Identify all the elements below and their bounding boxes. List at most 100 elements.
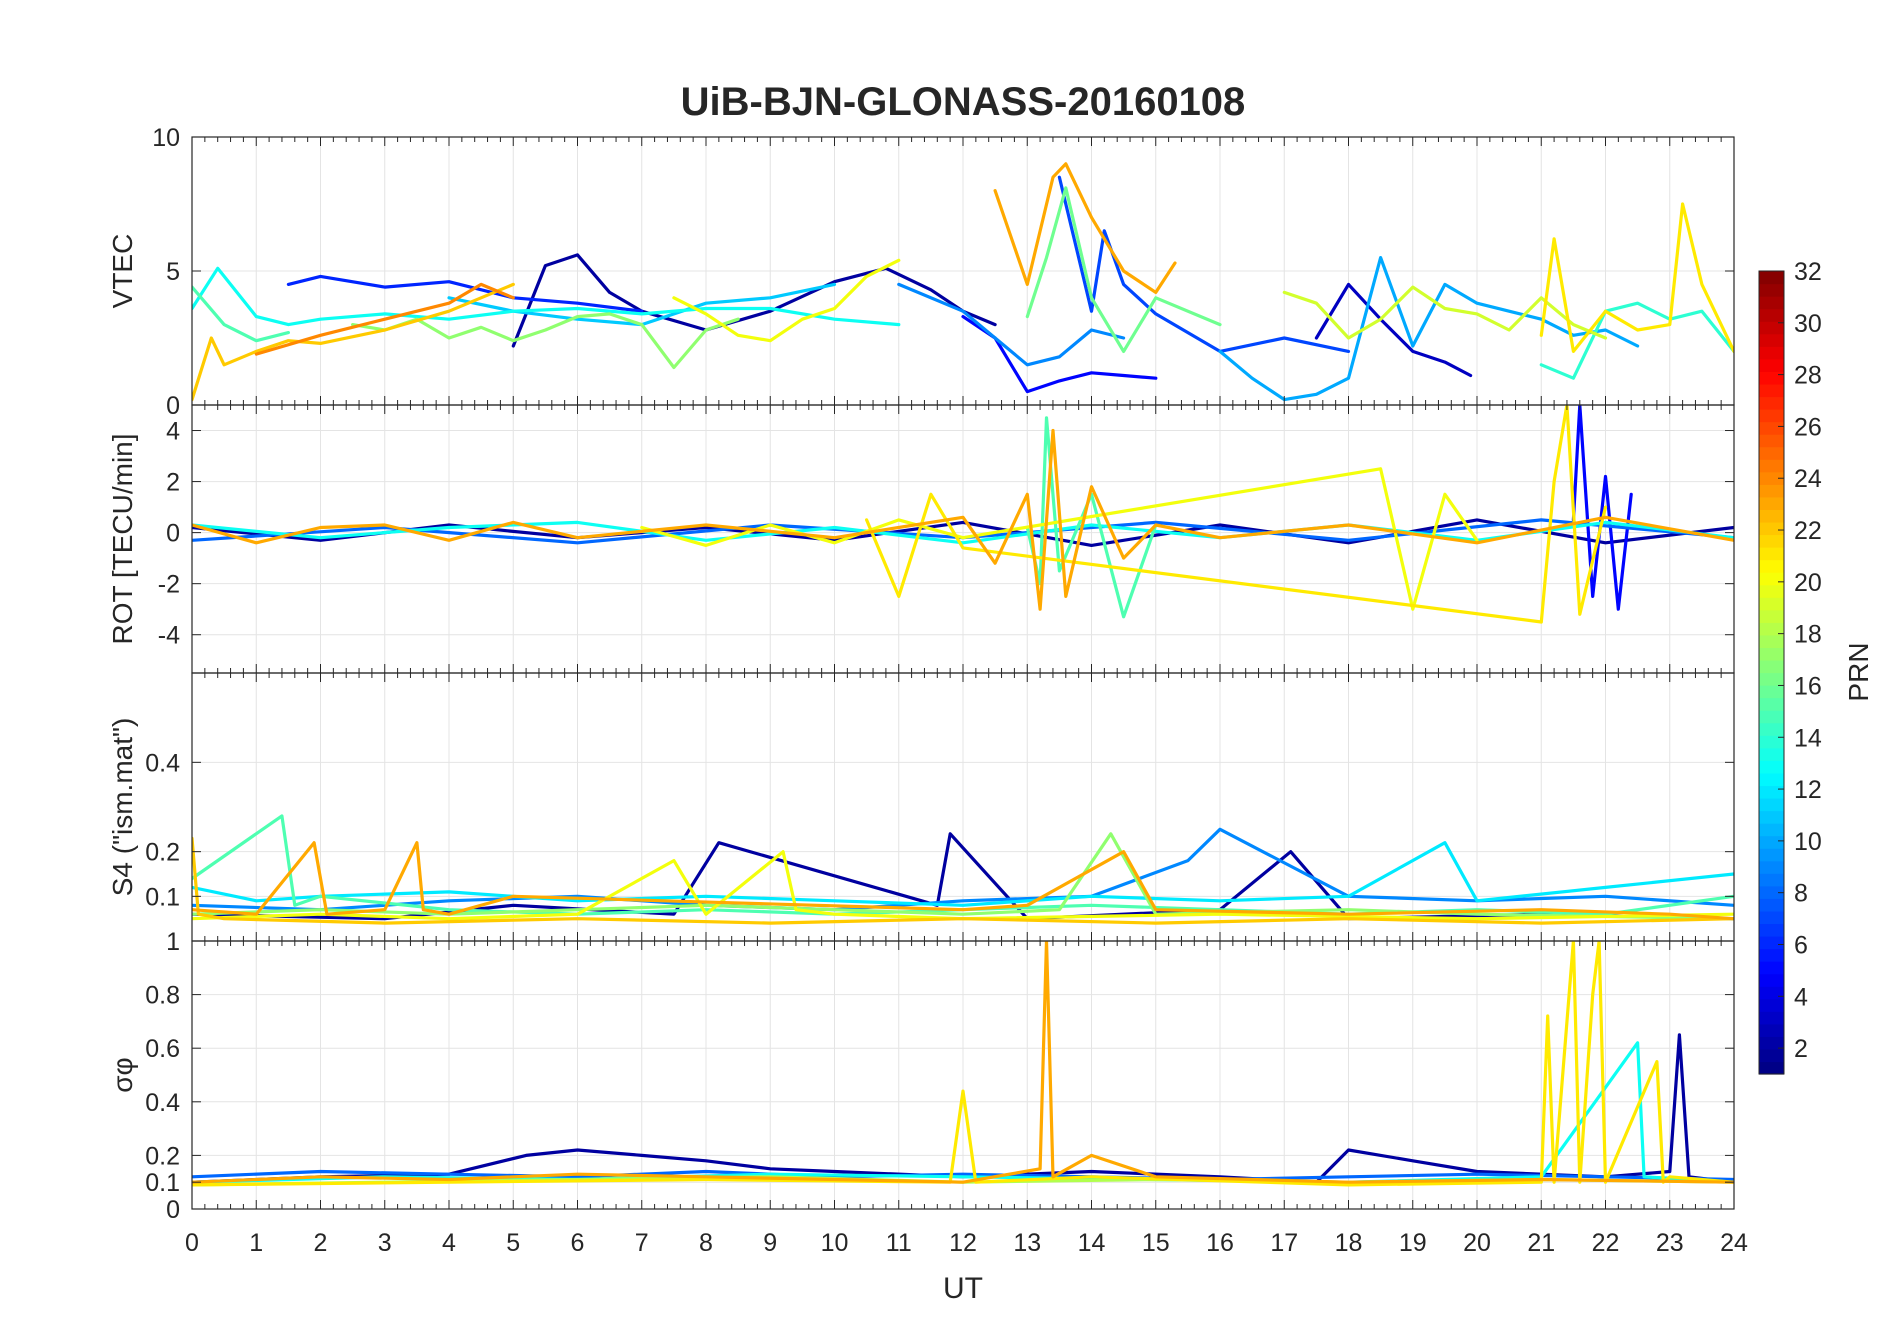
- colorbar-band: [1759, 547, 1784, 561]
- colorbar-band: [1759, 873, 1784, 887]
- series-prn-2: [192, 518, 1734, 548]
- colorbar-band: [1759, 685, 1784, 699]
- y-tick-label: 0.4: [145, 749, 180, 777]
- x-tick-label: 3: [378, 1229, 392, 1257]
- colorbar-band: [1759, 521, 1784, 536]
- colorbar-band: [1759, 848, 1784, 862]
- colorbar-tick-label: 8: [1794, 880, 1808, 908]
- colorbar-band: [1759, 333, 1784, 347]
- y-tick-label: -2: [158, 571, 180, 599]
- colorbar-band: [1759, 446, 1784, 460]
- colorbar-tick-label: 30: [1794, 310, 1822, 338]
- colorbar-tick-label: 18: [1794, 621, 1822, 649]
- colorbar-band: [1759, 396, 1784, 410]
- x-tick-label: 23: [1656, 1229, 1684, 1257]
- y-tick-label: 10: [152, 124, 180, 152]
- colorbar-band: [1759, 421, 1784, 435]
- y-axis-label-sigma_phi: σφ: [107, 1057, 138, 1092]
- colorbar-band: [1759, 358, 1784, 372]
- colorbar-band: [1759, 810, 1784, 824]
- colorbar-band: [1759, 296, 1784, 310]
- colorbar-band: [1759, 998, 1784, 1012]
- colorbar-band: [1759, 572, 1784, 586]
- colorbar-band: [1759, 409, 1784, 423]
- colorbar-band: [1759, 722, 1784, 736]
- series-prn-21: [864, 405, 1608, 624]
- series-prn-19: [1282, 285, 1608, 340]
- colorbar-band: [1759, 434, 1784, 448]
- y-tick-label: 0.2: [145, 839, 180, 867]
- colorbar-tick-label: 22: [1794, 517, 1822, 545]
- x-tick-label: 5: [506, 1229, 520, 1257]
- y-axis-label-rot: ROT [TECU/min]: [107, 433, 138, 644]
- series-group-rot: [192, 405, 1734, 624]
- series-prn-13: [192, 266, 901, 327]
- colorbar-tick-label: 10: [1794, 828, 1822, 856]
- colorbar-band: [1759, 371, 1784, 385]
- x-tick-label: 2: [314, 1229, 328, 1257]
- colorbar-band: [1759, 823, 1784, 837]
- x-tick-label: 24: [1720, 1229, 1748, 1257]
- colorbar-band: [1759, 496, 1784, 510]
- colorbar-band: [1759, 910, 1784, 925]
- colorbar-band: [1759, 772, 1784, 787]
- series-prn-3: [1314, 282, 1473, 378]
- x-tick-label: 11: [886, 1229, 912, 1257]
- colorbar-band: [1759, 797, 1784, 812]
- series-prn-14: [1539, 301, 1734, 380]
- series-group-vtec: [192, 162, 1734, 402]
- y-axis-label-vtec: VTEC: [107, 234, 138, 309]
- colorbar-band: [1759, 534, 1784, 548]
- series-prn-20: [672, 258, 901, 343]
- colorbar-tick-label: 14: [1794, 724, 1822, 752]
- y-tick-label: 0.2: [145, 1142, 180, 1170]
- colorbar-band: [1759, 898, 1784, 912]
- colorbar-label: PRN: [1843, 642, 1874, 701]
- series-prn-22: [192, 836, 1734, 925]
- y-tick-label: 0.1: [145, 883, 180, 911]
- colorbar-band: [1759, 885, 1784, 899]
- x-tick-label: 20: [1463, 1229, 1491, 1257]
- colorbar-band: [1759, 1036, 1784, 1050]
- series-prn-8: [192, 1169, 1734, 1182]
- colorbar-band: [1759, 471, 1784, 485]
- colorbar-tick-label: 28: [1794, 362, 1822, 390]
- panel-vtec: 0 5 10 VTEC: [107, 124, 1735, 420]
- x-tick-label: 1: [249, 1229, 263, 1257]
- colorbar-band: [1759, 710, 1784, 724]
- series-prn-21: [192, 941, 1734, 1187]
- colorbar-band: [1759, 597, 1784, 611]
- y-tick-label: 0: [166, 520, 180, 548]
- series-prn-9: [897, 282, 1126, 367]
- colorbar-tick-label: 2: [1794, 1035, 1808, 1063]
- series-prn-15: [192, 285, 290, 343]
- panel-sigma_phi: 00.10.2 0.4 0.6 0.8 1 σφ: [107, 928, 1735, 1224]
- colorbar-band: [1759, 1048, 1784, 1063]
- colorbar-band: [1759, 584, 1784, 598]
- colorbar-tick-label: 20: [1794, 569, 1822, 597]
- x-tick-label: 19: [1399, 1229, 1427, 1257]
- y-tick-label: 4: [166, 418, 180, 446]
- colorbar-band: [1759, 634, 1784, 649]
- x-tick-label: 12: [949, 1229, 977, 1257]
- x-tick-label: 8: [699, 1229, 713, 1257]
- x-tick-labels: 0 1 2 3 4 5 6 7 8 9 10 11 12 13 14 15 16 17 18 19 20 21 22 23 24: [185, 1229, 1748, 1257]
- series-prn-20: [192, 850, 1734, 921]
- colorbar-band: [1759, 647, 1784, 661]
- colorbar-band: [1759, 283, 1784, 297]
- y-tick-label: 0: [166, 1196, 180, 1224]
- colorbar-band: [1759, 1061, 1784, 1075]
- x-tick-label: 4: [442, 1229, 456, 1257]
- y-tick-label: 0: [166, 392, 180, 420]
- colorbar-band: [1759, 321, 1784, 335]
- colorbar-tick-label: 32: [1794, 258, 1822, 286]
- series-prn-9: [192, 827, 1734, 912]
- colorbar-band: [1759, 622, 1784, 636]
- colorbar-band: [1759, 672, 1784, 686]
- y-tick-label: 2: [166, 469, 180, 497]
- x-tick-label: 13: [1013, 1229, 1041, 1257]
- x-axis-label: UT: [943, 1272, 983, 1305]
- x-tick-label: 17: [1270, 1229, 1298, 1257]
